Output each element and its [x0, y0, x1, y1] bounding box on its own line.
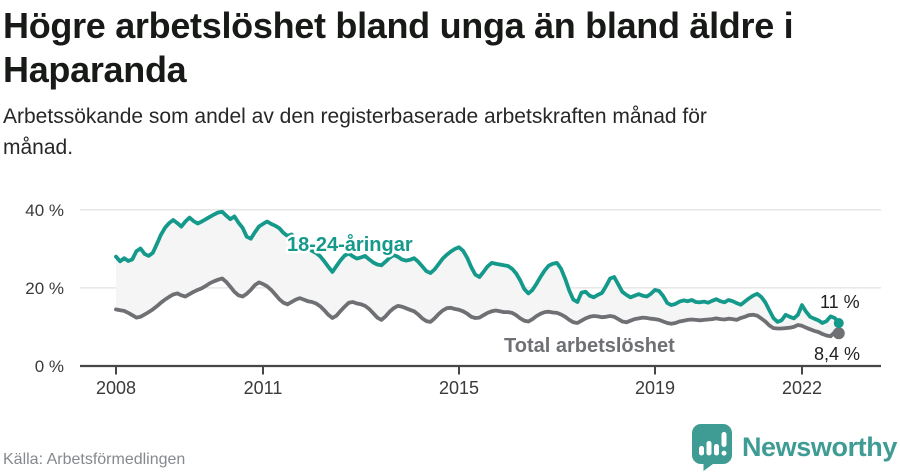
y-tick-label-0: 0 %	[35, 357, 64, 376]
line-total-arbetsloshet	[114, 276, 841, 339]
chart-subtitle: Arbetssökande som andel av den registerb…	[3, 101, 893, 163]
series-label-total-arbetsloshet: Total arbetslöshet	[504, 335, 675, 357]
x-tick-label-2008: 2008	[96, 378, 136, 398]
x-tick-label-2019: 2019	[635, 378, 675, 398]
unemployment-line-chart: 0 % 20 % 40 % 2008 2011 2015 2019 2022 1…	[0, 185, 900, 409]
y-tick-label-20: 20 %	[25, 279, 64, 298]
subtitle-line-1: Arbetssökande som andel av den registerb…	[3, 105, 707, 128]
endpoint-dot-total	[832, 327, 845, 340]
series-label-18-24-aringar: 18-24-åringar	[287, 233, 413, 256]
newsworthy-logo: Newsworthy	[691, 423, 897, 471]
endpoint-dot-youth	[833, 318, 844, 329]
chart-header: Högre arbetslöshet bland unga än bland ä…	[3, 4, 893, 163]
newsworthy-bubble-chart-icon	[691, 423, 732, 471]
x-tick-label-2011: 2011	[244, 378, 283, 398]
title-line-1: Högre arbetslöshet bland unga än bland ä…	[3, 5, 794, 46]
x-tick-label-2022: 2022	[782, 378, 822, 398]
x-tick-label-2015: 2015	[439, 378, 479, 398]
chart-canvas: 0 % 20 % 40 % 2008 2011 2015 2019 2022 1…	[25, 201, 881, 398]
newsworthy-wordmark: Newsworthy	[741, 431, 897, 462]
end-value-label-youth: 11 %	[820, 292, 860, 312]
source-note: Källa: Arbetsförmedlingen	[3, 451, 186, 468]
page-title: Högre arbetslöshet bland unga än bland ä…	[3, 4, 893, 92]
end-value-label-total: 8,4 %	[814, 344, 860, 364]
y-tick-label-40: 40 %	[25, 201, 64, 220]
line-18-24-aringar	[114, 209, 841, 325]
subtitle-line-2: månad.	[3, 136, 74, 159]
title-line-2: Haparanda	[3, 49, 187, 90]
